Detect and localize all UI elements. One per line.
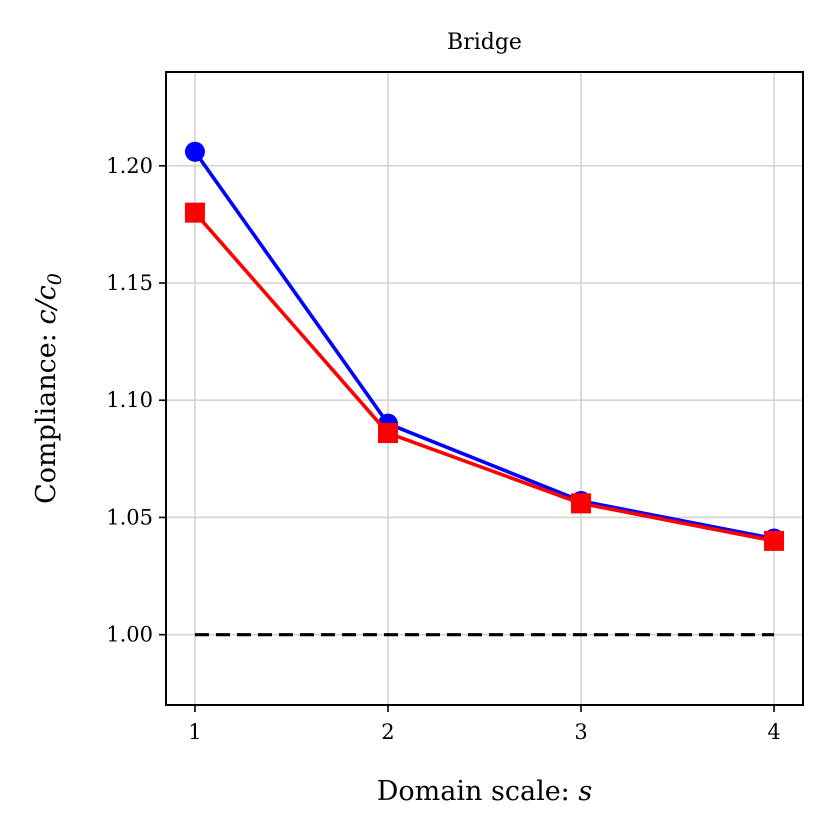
- chart-title: Bridge: [447, 30, 522, 55]
- y-tick-label: 1.05: [106, 505, 153, 529]
- y-axis-label: Compliance: c/c0: [31, 273, 66, 504]
- series-point-2: [571, 493, 592, 514]
- series-point-1: [184, 141, 205, 162]
- y-tick-label: 1.15: [106, 271, 153, 295]
- series-line-1: [193, 150, 775, 541]
- x-axis-label-text: Domain scale:: [377, 776, 579, 807]
- y-axis-label-symbol: c/c: [31, 285, 62, 324]
- x-tick-label: 2: [381, 720, 394, 744]
- series-point-2: [184, 202, 205, 223]
- y-tick-label: 1.00: [106, 623, 153, 647]
- series-point-2: [764, 530, 785, 551]
- x-axis-label: Domain scale: s: [377, 776, 592, 807]
- grid-lines: [166, 72, 803, 705]
- x-tick-label: 3: [574, 720, 587, 744]
- series-point-2: [377, 423, 398, 444]
- series-group: [184, 141, 785, 551]
- x-tick-label: 1: [188, 720, 201, 744]
- x-tick-label: 4: [767, 720, 780, 744]
- x-axis-label-symbol: s: [578, 776, 592, 807]
- series-line-2: [193, 211, 775, 543]
- plot-frame: [165, 71, 804, 706]
- y-tick-label: 1.20: [106, 154, 153, 178]
- y-axis-label-subscript: 0: [44, 273, 66, 285]
- y-tick-label: 1.10: [106, 388, 153, 412]
- axis-ticks: 1 2 3 4 1.00 1.05 1.10 1.15 1.20: [106, 154, 780, 744]
- y-axis-label-text: Compliance:: [31, 325, 62, 504]
